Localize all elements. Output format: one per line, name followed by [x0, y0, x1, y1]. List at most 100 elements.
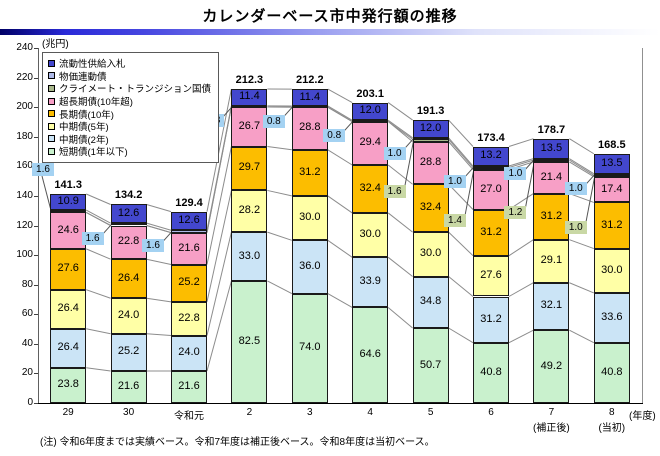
bar-segment	[231, 88, 268, 106]
bar-segment	[231, 146, 268, 191]
y-tick-label: 180	[16, 130, 33, 142]
thin-band-callout: 1.6	[81, 232, 104, 246]
y-tick-label: 40	[21, 337, 33, 349]
plot-right-border	[642, 48, 643, 403]
thin-band-callout: 1.6	[142, 239, 164, 253]
y-tick-label: 20	[21, 367, 33, 379]
legend-swatch-icon	[48, 147, 55, 155]
bar-segment	[231, 190, 268, 233]
bar-segment-value: 30.0	[419, 247, 442, 260]
bar-segment	[171, 301, 207, 336]
bar-segment-value: 26.4	[57, 341, 79, 354]
bar-segment	[533, 282, 570, 331]
bar-segment-value: 31.2	[480, 312, 502, 325]
y-tick-mark	[34, 137, 38, 138]
bar-segment	[533, 193, 570, 240]
bar-segment	[110, 259, 147, 299]
y-tick-mark	[34, 403, 38, 404]
y-tick-mark	[34, 48, 38, 49]
bar-segment-value: 21.4	[540, 170, 563, 183]
bar-segment-value: 30.0	[601, 263, 623, 276]
thin-band-callout: 1.6	[32, 162, 54, 176]
bar-segment	[593, 342, 630, 403]
bar-segment-value: 29.1	[540, 254, 563, 267]
legend-label: 中期債(5年)	[59, 122, 109, 134]
y-tick-label: 200	[16, 101, 33, 113]
legend-label: 流動性供給入札	[59, 59, 126, 71]
legend-item: 中期債(5年)	[48, 120, 211, 133]
bar-segment-value: 21.6	[178, 380, 200, 393]
legend-label: 長期債(10年)	[59, 109, 114, 121]
bar-segment-value: 28.8	[299, 121, 321, 134]
bar-segment-value: 40.8	[480, 365, 502, 378]
thin-band-callout: 0.8	[262, 114, 285, 128]
bar-segment-value: 32.4	[419, 201, 442, 214]
legend-item: 物価連動債	[48, 70, 211, 83]
bar-segment-value: 27.0	[480, 182, 502, 195]
bar-segment	[50, 248, 87, 290]
bar-segment-value: 31.2	[480, 225, 502, 238]
x-category-label: 5	[427, 407, 434, 418]
thin-band-callout: 1.0	[564, 220, 587, 234]
bar-segment-value: 49.2	[540, 359, 563, 372]
bar-segment	[473, 342, 509, 403]
y-tick-mark	[34, 314, 38, 315]
legend-item: 超長期債(10年超)	[48, 95, 211, 108]
y-tick-label: 80	[21, 278, 33, 290]
bar-segment	[291, 195, 328, 241]
legend-item: クライメート・トランジション国債	[48, 82, 211, 95]
legend-swatch-icon	[48, 97, 55, 105]
bar-segment-value: 29.4	[359, 136, 381, 149]
bar-segment	[110, 333, 147, 372]
bar-segment	[593, 153, 630, 174]
bar-segment	[473, 209, 509, 256]
bar-segment	[171, 230, 207, 233]
bar-total-label: 191.3	[416, 105, 445, 118]
bar-segment-value: 12.0	[419, 121, 442, 134]
bar-segment-value: 32.1	[540, 299, 563, 312]
bar-segment	[291, 105, 328, 108]
thin-band-callout: 1.0	[383, 146, 406, 160]
bar-segment	[412, 232, 449, 277]
bar-segment-value: 13.5	[540, 141, 563, 154]
y-tick-mark	[34, 226, 38, 227]
bar-segment	[231, 232, 268, 281]
thin-band-callout: 1.0	[504, 167, 527, 181]
bar-total-label: 178.7	[537, 123, 566, 136]
thin-band-callout: 1.0	[564, 182, 587, 196]
legend-label: 短期債(1年以下)	[59, 147, 128, 159]
bar-segment-value: 23.8	[57, 378, 79, 391]
legend-swatch-icon	[48, 72, 55, 80]
bar-segment-value: 11.4	[239, 90, 260, 103]
bar-segment-value: 34.8	[419, 295, 442, 308]
bar-segment	[473, 146, 509, 167]
bar-segment	[352, 121, 389, 165]
bar-segment	[352, 212, 389, 258]
bar-segment	[533, 330, 570, 403]
bar-segment	[110, 371, 147, 403]
bar-segment	[412, 141, 449, 185]
bar-segment	[231, 280, 268, 403]
bar-segment	[533, 161, 570, 194]
bar-segment-value: 74.0	[299, 341, 321, 354]
thin-band-callout: 0.8	[323, 128, 346, 142]
bar-segment-value: 29.7	[238, 161, 261, 174]
bar-segment-value: 28.8	[419, 155, 442, 168]
legend-item: 長期債(10年)	[48, 107, 211, 121]
bar-segment-value: 12.6	[117, 206, 140, 219]
legend-item: 短期債(1年以下)	[48, 145, 211, 158]
bar-segment	[171, 211, 207, 231]
bar-segment-value: 50.7	[419, 358, 442, 371]
legend-swatch-icon	[48, 135, 55, 143]
bar-segment-value: 13.2	[480, 149, 502, 162]
bar-segment	[231, 107, 268, 147]
bar-segment-value: 10.9	[57, 195, 79, 208]
bar-segment-value: 22.8	[117, 235, 140, 248]
bar-segment-value: 13.5	[601, 156, 623, 169]
bar-segment	[110, 204, 147, 224]
title-divider	[0, 29, 660, 35]
thin-band-callout: 1.6	[383, 185, 406, 199]
bar-segment	[291, 89, 328, 106]
bar-segment	[352, 257, 389, 308]
bar-segment	[50, 367, 87, 403]
